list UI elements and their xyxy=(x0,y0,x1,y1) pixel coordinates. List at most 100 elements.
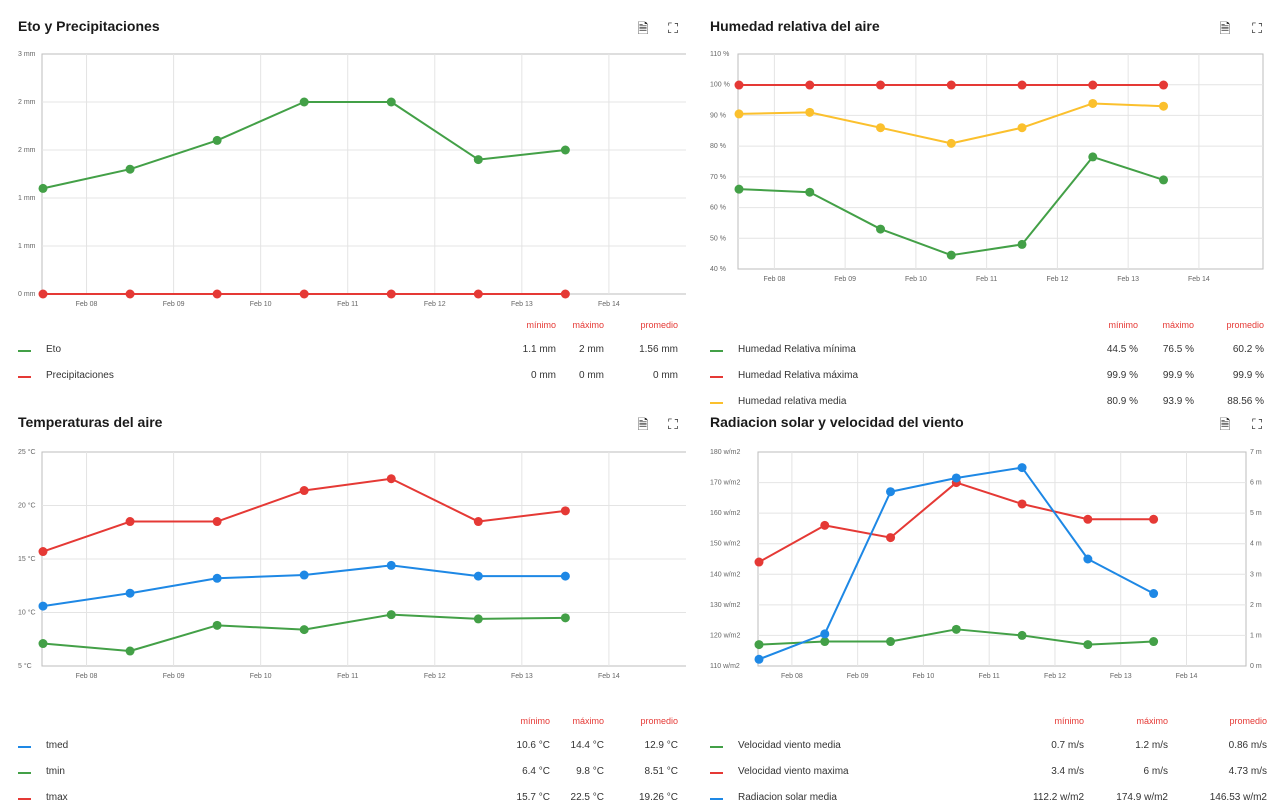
fullscreen-icon[interactable]: ⛶ xyxy=(1252,416,1262,432)
data-point[interactable] xyxy=(212,289,222,299)
data-point[interactable] xyxy=(1088,152,1098,162)
data-point[interactable] xyxy=(38,639,48,649)
fullscreen-icon[interactable]: ⛶ xyxy=(668,20,678,36)
data-point[interactable] xyxy=(946,80,956,90)
data-point[interactable] xyxy=(946,138,956,148)
export-icon[interactable]: 🗎 xyxy=(1219,416,1231,432)
data-point[interactable] xyxy=(754,654,764,664)
data-point[interactable] xyxy=(473,571,483,581)
data-point[interactable] xyxy=(212,573,222,583)
data-point[interactable] xyxy=(1149,589,1159,599)
data-point[interactable] xyxy=(125,164,135,174)
export-icon[interactable]: 🗎 xyxy=(637,416,649,432)
data-point[interactable] xyxy=(734,184,744,194)
legend-series-name[interactable]: Velocidad viento maxima xyxy=(738,766,849,777)
data-point[interactable] xyxy=(386,610,396,620)
data-point[interactable] xyxy=(805,107,815,117)
export-icon[interactable]: 🗎 xyxy=(637,20,649,36)
data-point[interactable] xyxy=(820,520,830,530)
data-point[interactable] xyxy=(299,625,309,635)
legend-swatch[interactable] xyxy=(710,402,723,404)
data-point[interactable] xyxy=(560,145,570,155)
data-point[interactable] xyxy=(299,97,309,107)
fullscreen-icon[interactable]: ⛶ xyxy=(1252,20,1262,36)
data-point[interactable] xyxy=(1159,80,1169,90)
data-point[interactable] xyxy=(805,80,815,90)
data-point[interactable] xyxy=(38,183,48,193)
data-point[interactable] xyxy=(560,571,570,581)
data-point[interactable] xyxy=(125,517,135,527)
data-point[interactable] xyxy=(734,80,744,90)
data-point[interactable] xyxy=(386,474,396,484)
data-point[interactable] xyxy=(212,135,222,145)
data-point[interactable] xyxy=(951,473,961,483)
legend-swatch[interactable] xyxy=(710,350,723,352)
legend-swatch[interactable] xyxy=(18,350,31,352)
legend-swatch[interactable] xyxy=(18,376,31,378)
data-point[interactable] xyxy=(212,620,222,630)
data-point[interactable] xyxy=(1149,514,1159,524)
data-point[interactable] xyxy=(734,109,744,119)
export-icon[interactable]: 🗎 xyxy=(1219,20,1231,36)
data-point[interactable] xyxy=(820,629,830,639)
data-point[interactable] xyxy=(473,614,483,624)
data-point[interactable] xyxy=(299,289,309,299)
data-point[interactable] xyxy=(38,547,48,557)
legend-series-name[interactable]: Humedad Relativa máxima xyxy=(738,370,859,381)
data-point[interactable] xyxy=(1017,499,1027,509)
data-point[interactable] xyxy=(473,289,483,299)
data-point[interactable] xyxy=(1088,80,1098,90)
data-point[interactable] xyxy=(1083,514,1093,524)
data-point[interactable] xyxy=(1083,640,1093,650)
data-point[interactable] xyxy=(805,187,815,197)
legend-series-name[interactable]: Eto xyxy=(46,344,62,355)
data-point[interactable] xyxy=(1159,175,1169,185)
legend-series-name[interactable]: Radiacion solar media xyxy=(738,792,837,803)
data-point[interactable] xyxy=(299,486,309,496)
data-point[interactable] xyxy=(560,506,570,516)
data-point[interactable] xyxy=(876,80,886,90)
data-point[interactable] xyxy=(1017,123,1027,133)
data-point[interactable] xyxy=(125,646,135,656)
legend-swatch[interactable] xyxy=(18,746,31,748)
data-point[interactable] xyxy=(299,570,309,580)
fullscreen-icon[interactable]: ⛶ xyxy=(668,416,678,432)
data-point[interactable] xyxy=(754,557,764,567)
data-point[interactable] xyxy=(125,588,135,598)
legend-series-name[interactable]: Velocidad viento media xyxy=(738,740,841,751)
legend-series-name[interactable]: tmax xyxy=(46,792,68,803)
data-point[interactable] xyxy=(473,155,483,165)
data-point[interactable] xyxy=(386,97,396,107)
data-point[interactable] xyxy=(473,517,483,527)
data-point[interactable] xyxy=(1159,101,1169,111)
data-point[interactable] xyxy=(876,224,886,234)
data-point[interactable] xyxy=(886,487,896,497)
data-point[interactable] xyxy=(560,289,570,299)
data-point[interactable] xyxy=(560,613,570,623)
data-point[interactable] xyxy=(212,517,222,527)
data-point[interactable] xyxy=(1149,637,1159,647)
data-point[interactable] xyxy=(386,560,396,570)
data-point[interactable] xyxy=(1017,80,1027,90)
data-point[interactable] xyxy=(1083,554,1093,564)
legend-swatch[interactable] xyxy=(710,798,723,800)
data-point[interactable] xyxy=(125,289,135,299)
legend-series-name[interactable]: tmed xyxy=(46,740,69,751)
data-point[interactable] xyxy=(886,533,896,543)
data-point[interactable] xyxy=(1017,630,1027,640)
data-point[interactable] xyxy=(38,601,48,611)
data-point[interactable] xyxy=(876,123,886,133)
data-point[interactable] xyxy=(886,637,896,647)
data-point[interactable] xyxy=(820,637,830,647)
data-point[interactable] xyxy=(754,640,764,650)
legend-series-name[interactable]: tmin xyxy=(46,766,65,777)
legend-swatch[interactable] xyxy=(710,376,723,378)
data-point[interactable] xyxy=(1017,463,1027,473)
legend-series-name[interactable]: Humedad relativa media xyxy=(738,396,847,407)
data-point[interactable] xyxy=(386,289,396,299)
legend-series-name[interactable]: Precipitaciones xyxy=(46,370,114,381)
legend-swatch[interactable] xyxy=(18,798,31,800)
data-point[interactable] xyxy=(1088,98,1098,108)
data-point[interactable] xyxy=(946,250,956,260)
legend-swatch[interactable] xyxy=(710,746,723,748)
